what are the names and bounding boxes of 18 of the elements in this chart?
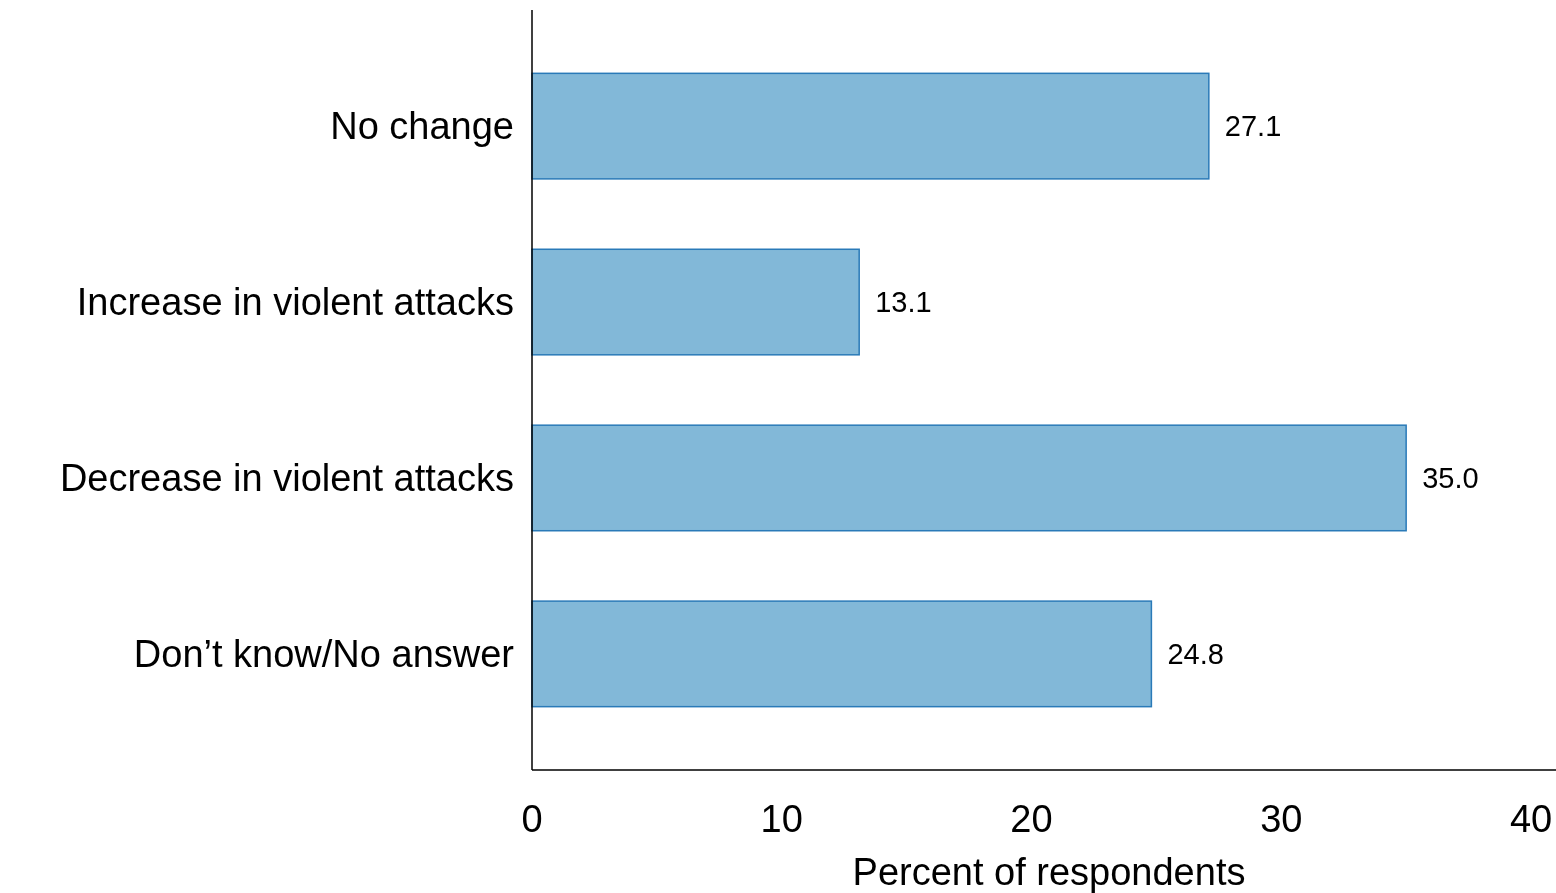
- x-tick-label: 40: [1509, 798, 1553, 840]
- y-tick-label: No change: [330, 105, 514, 148]
- data-label: 24.8: [1167, 638, 1224, 671]
- x-tick-label: 10: [760, 798, 803, 840]
- x-tick-label: 0: [521, 798, 543, 840]
- bar: [531, 424, 1407, 532]
- x-tick-label: 30: [1260, 798, 1303, 840]
- bar: [531, 72, 1210, 180]
- y-tick-label: Decrease in violent attacks: [59, 457, 514, 500]
- bar: [531, 248, 860, 356]
- data-label: 27.1: [1224, 110, 1282, 143]
- data-label: 35.0: [1422, 462, 1479, 495]
- y-tick-label: Increase in violent attacks: [76, 281, 514, 324]
- x-tick-label: 20: [1010, 798, 1053, 840]
- bar: [531, 600, 1153, 708]
- y-tick-label: Don’t know/No answer: [133, 633, 515, 676]
- data-label: 13.1: [875, 286, 932, 319]
- x-axis-title: Percent of respondents: [852, 851, 1246, 893]
